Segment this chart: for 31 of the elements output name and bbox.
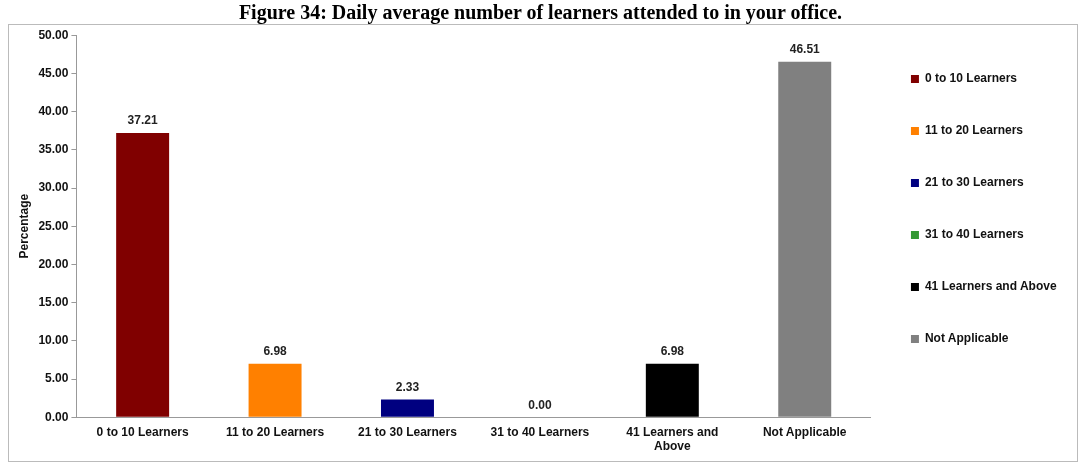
x-tick-label: Not Applicable bbox=[762, 424, 847, 439]
y-tick-label: 35.00 bbox=[38, 142, 69, 157]
legend-label: 21 to 30 Learners bbox=[924, 175, 1024, 190]
y-tick-label: 40.00 bbox=[38, 103, 69, 118]
y-tick-label: 0.00 bbox=[45, 409, 69, 424]
legend-label: 11 to 20 Learners bbox=[924, 123, 1024, 138]
x-tick-label: 0 to 10 Learners bbox=[96, 424, 189, 439]
legend-label: 31 to 40 Learners bbox=[924, 227, 1024, 242]
x-tick-label: 11 to 20 Learners bbox=[226, 424, 325, 439]
x-tick-label: 41 Learners and Above bbox=[626, 424, 719, 454]
data-label: 6.98 bbox=[660, 344, 685, 359]
chart-title: Figure 34: Daily average number of learners attended to in your office. bbox=[237, 0, 844, 24]
y-tick-label: 45.00 bbox=[38, 65, 69, 80]
y-tick-label: 25.00 bbox=[38, 218, 69, 233]
y-tick-label: 50.00 bbox=[38, 27, 69, 42]
x-tick-label: 31 to 40 Learners bbox=[490, 424, 590, 439]
y-tick-label: 20.00 bbox=[38, 256, 69, 271]
legend-label: Not Applicable bbox=[924, 331, 1009, 346]
y-tick-label: 30.00 bbox=[38, 180, 69, 195]
data-label: 46.51 bbox=[789, 42, 821, 57]
data-label: 6.98 bbox=[263, 344, 288, 359]
data-label: 0.00 bbox=[528, 397, 552, 412]
legend-label: 0 to 10 Learners bbox=[924, 71, 1018, 86]
legend-label: 41 Learners and Above bbox=[924, 279, 1057, 294]
x-tick-label: 21 to 30 Learners bbox=[358, 424, 458, 439]
y-tick-label: 15.00 bbox=[38, 294, 69, 309]
y-tick-label: 10.00 bbox=[38, 333, 69, 348]
y-tick-label: 5.00 bbox=[45, 371, 69, 386]
data-label: 2.33 bbox=[395, 379, 420, 394]
y-axis-title: Percentage bbox=[16, 193, 31, 259]
data-label: 37.21 bbox=[127, 113, 158, 128]
